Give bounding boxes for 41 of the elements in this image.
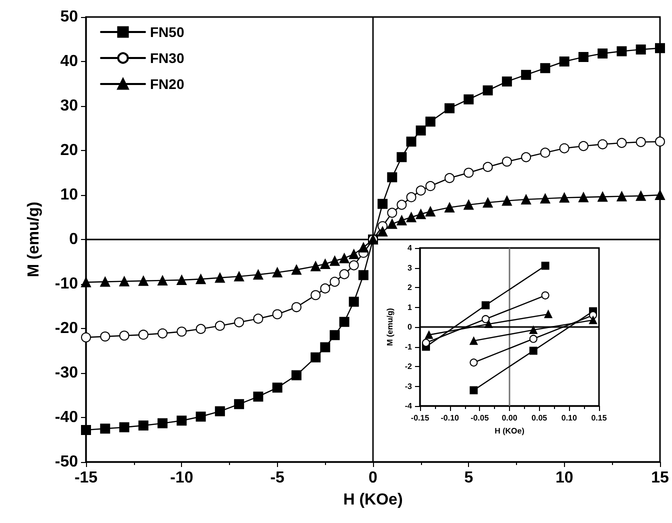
y-tick-label: -50: [54, 454, 78, 470]
y-tick-label: 30: [60, 98, 78, 114]
y-tick-label: -20: [54, 320, 78, 337]
y-tick-label: 4: [408, 244, 413, 252]
x-tick-label: 0.05: [532, 414, 548, 422]
x-tick-label: -0.15: [410, 414, 430, 422]
x-tick-label: 5: [464, 470, 474, 486]
x-tick-label: 0.10: [561, 414, 578, 422]
y-tick-label: -2: [404, 362, 413, 371]
x-tick-label: 0: [368, 470, 378, 486]
y-tick-label: 0: [69, 231, 78, 248]
x-tick-label: -10: [170, 470, 194, 486]
y-tick-label: 10: [60, 186, 78, 204]
x-tick-label: 10: [555, 470, 574, 486]
x-tick-label: -15: [74, 470, 98, 486]
x-tick-label: 15: [651, 470, 669, 486]
x-axis-title: H (KOe): [494, 426, 525, 436]
legend-label: FN20: [150, 76, 184, 92]
y-tick-label: 20: [60, 142, 78, 159]
y-tick-label: 1: [408, 302, 413, 312]
y-axis-title: M (emu/g): [26, 202, 42, 278]
y-tick-label: -10: [54, 276, 78, 292]
y-axis-title: M (emu/g): [386, 308, 394, 346]
x-tick-label: -0.10: [440, 414, 460, 422]
x-tick-label: -5: [270, 470, 285, 486]
y-tick-label: 2: [408, 283, 413, 292]
x-tick-label: 0.00: [502, 414, 518, 422]
y-tick-label: -4: [404, 402, 413, 410]
y-tick-label: 50: [60, 8, 78, 26]
y-tick-label: 0: [408, 322, 413, 332]
legend-label: FN50: [150, 24, 184, 40]
y-tick-label: 40: [60, 53, 78, 70]
x-axis-title: H (KOe): [343, 492, 403, 508]
y-tick-label: -30: [54, 364, 78, 382]
y-tick-label: 3: [408, 263, 413, 272]
y-tick-label: -3: [404, 382, 413, 391]
y-tick-label: -1: [404, 342, 413, 352]
y-tick-label: -40: [54, 409, 78, 426]
legend-label: FN30: [150, 50, 184, 66]
x-tick-label: -0.05: [470, 414, 490, 422]
x-tick-label: 0.15: [591, 414, 608, 422]
